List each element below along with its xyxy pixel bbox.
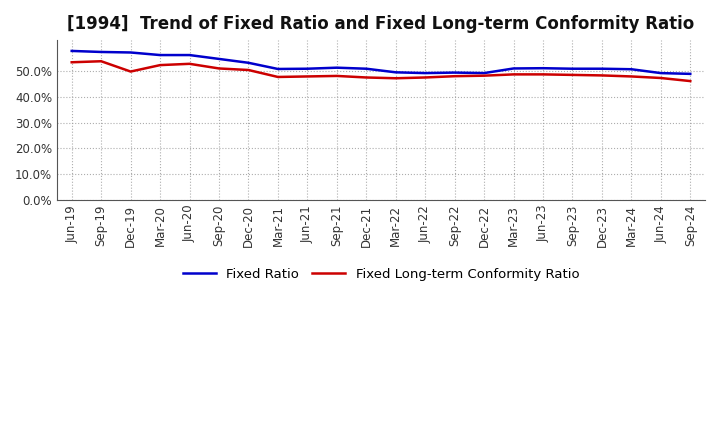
Fixed Ratio: [657, 70, 665, 76]
Fixed Long-term Conformity Ratio: [126, 69, 135, 74]
Fixed Long-term Conformity Ratio: [97, 59, 106, 64]
Fixed Ratio: [421, 70, 430, 76]
Fixed Ratio: [598, 66, 606, 71]
Fixed Long-term Conformity Ratio: [333, 73, 341, 79]
Fixed Long-term Conformity Ratio: [686, 78, 695, 84]
Fixed Ratio: [215, 56, 223, 62]
Fixed Ratio: [568, 66, 577, 71]
Fixed Long-term Conformity Ratio: [657, 75, 665, 81]
Fixed Ratio: [126, 50, 135, 55]
Fixed Long-term Conformity Ratio: [480, 73, 488, 78]
Fixed Ratio: [333, 65, 341, 70]
Fixed Long-term Conformity Ratio: [68, 60, 76, 65]
Fixed Long-term Conformity Ratio: [303, 74, 312, 79]
Fixed Long-term Conformity Ratio: [421, 75, 430, 80]
Fixed Ratio: [392, 70, 400, 75]
Fixed Long-term Conformity Ratio: [509, 72, 518, 77]
Fixed Long-term Conformity Ratio: [215, 66, 223, 71]
Fixed Ratio: [68, 48, 76, 54]
Fixed Long-term Conformity Ratio: [156, 62, 164, 68]
Fixed Ratio: [303, 66, 312, 71]
Fixed Long-term Conformity Ratio: [392, 76, 400, 81]
Fixed Long-term Conformity Ratio: [598, 73, 606, 78]
Fixed Ratio: [274, 66, 282, 72]
Fixed Long-term Conformity Ratio: [539, 72, 547, 77]
Line: Fixed Long-term Conformity Ratio: Fixed Long-term Conformity Ratio: [72, 61, 690, 81]
Legend: Fixed Ratio, Fixed Long-term Conformity Ratio: Fixed Ratio, Fixed Long-term Conformity …: [177, 262, 585, 286]
Fixed Ratio: [480, 70, 488, 76]
Fixed Ratio: [450, 70, 459, 75]
Fixed Ratio: [244, 60, 253, 66]
Fixed Ratio: [185, 52, 194, 58]
Fixed Long-term Conformity Ratio: [362, 75, 371, 80]
Fixed Long-term Conformity Ratio: [450, 73, 459, 79]
Line: Fixed Ratio: Fixed Ratio: [72, 51, 690, 74]
Fixed Ratio: [539, 66, 547, 71]
Fixed Ratio: [362, 66, 371, 71]
Fixed Long-term Conformity Ratio: [627, 74, 636, 79]
Fixed Ratio: [686, 71, 695, 77]
Fixed Long-term Conformity Ratio: [185, 61, 194, 66]
Title: [1994]  Trend of Fixed Ratio and Fixed Long-term Conformity Ratio: [1994] Trend of Fixed Ratio and Fixed Lo…: [68, 15, 695, 33]
Fixed Long-term Conformity Ratio: [244, 67, 253, 73]
Fixed Long-term Conformity Ratio: [568, 72, 577, 77]
Fixed Long-term Conformity Ratio: [274, 74, 282, 80]
Fixed Ratio: [156, 52, 164, 58]
Fixed Ratio: [627, 66, 636, 72]
Fixed Ratio: [97, 49, 106, 55]
Fixed Ratio: [509, 66, 518, 71]
